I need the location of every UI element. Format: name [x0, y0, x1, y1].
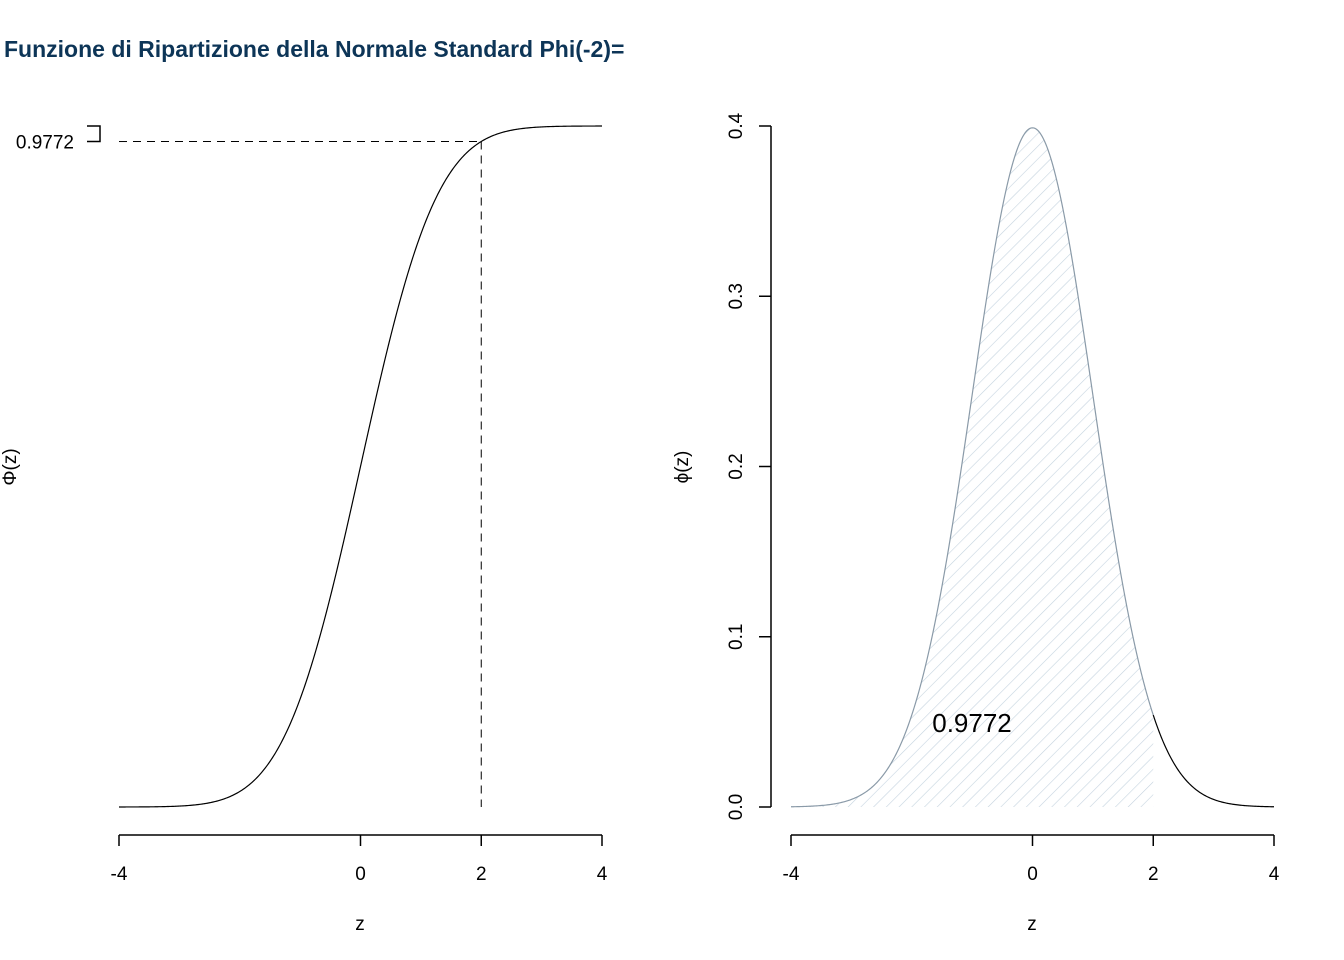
pdf-y-axis-title: ϕ(z) [672, 451, 693, 484]
x-tick-label: -4 [783, 864, 800, 885]
y-tick-label: 0.4 [726, 112, 747, 139]
y-tick-label: 0.2 [726, 453, 747, 479]
cdf-chart: -4 0 2 4 z Φ(z) 0.9772 [0, 125, 608, 935]
pdf-curve-tail [1152, 714, 1275, 808]
cdf-curve [119, 125, 602, 808]
x-tick-label: 2 [1148, 864, 1159, 885]
cdf-marker-label: 0.9772 [16, 133, 74, 154]
cdf-bracket [87, 125, 101, 143]
pdf-x-axis-title: z [1027, 914, 1037, 935]
y-tick-label: 0.1 [726, 624, 747, 650]
x-tick-label: 0 [1027, 864, 1038, 885]
pdf-x-ticks: -4 0 2 4 [783, 835, 1280, 885]
pdf-curve-shaded [790, 127, 1154, 808]
pdf-area-annotation: 0.9772 [932, 708, 1012, 738]
page-title: Funzione di Ripartizione della Normale S… [4, 36, 625, 62]
cdf-x-axis-title: z [355, 914, 365, 935]
pdf-y-ticks: 0.0 0.1 0.2 0.3 0.4 [726, 112, 771, 820]
x-tick-label: 4 [597, 864, 608, 885]
pdf-shaded-area [791, 127, 1154, 808]
x-tick-label: 2 [476, 864, 487, 885]
pdf-chart: -4 0 2 4 0.0 0.1 0.2 0.3 0.4 z ϕ(z) 0.9772 [672, 112, 1280, 935]
cdf-x-ticks: -4 0 2 4 [111, 835, 608, 885]
cdf-y-axis-title: Φ(z) [0, 448, 21, 485]
x-tick-label: 0 [355, 864, 366, 885]
x-tick-label: 4 [1269, 864, 1280, 885]
y-tick-label: 0.0 [726, 794, 747, 820]
x-tick-label: -4 [111, 864, 128, 885]
y-tick-label: 0.3 [726, 283, 747, 309]
